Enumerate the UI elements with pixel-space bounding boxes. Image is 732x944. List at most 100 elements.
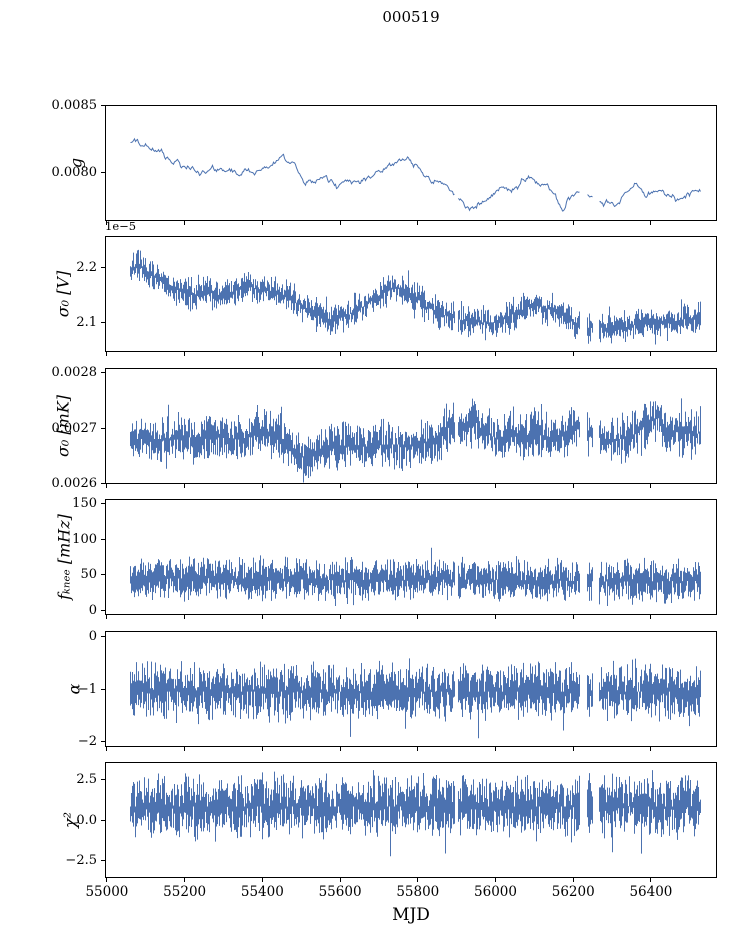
plot-canvas-g (106, 106, 716, 220)
x-tick (184, 747, 186, 751)
y-tick-label: 0.0026 (51, 475, 98, 491)
y-tick-label: 150 (72, 495, 97, 511)
y-tick (101, 610, 105, 612)
x-tick (261, 352, 263, 356)
x-tick-label: 55200 (163, 884, 207, 900)
y-tick (101, 372, 105, 374)
y-tick (101, 482, 105, 484)
x-tick-label: 56400 (629, 884, 673, 900)
y-tick (101, 779, 105, 781)
x-tick (106, 484, 108, 488)
y-tick (101, 104, 105, 106)
y-tick-label: 2.2 (76, 260, 97, 276)
x-tick (339, 615, 341, 619)
y-tick (101, 635, 105, 637)
x-tick (339, 484, 341, 488)
y-tick (101, 688, 105, 690)
x-tick (572, 484, 574, 488)
x-tick (495, 352, 496, 356)
x-tick (184, 615, 186, 619)
x-tick (417, 352, 419, 356)
y-tick-label: 100 (72, 531, 97, 547)
x-tick (106, 878, 108, 882)
x-tick (261, 878, 263, 882)
x-tick (417, 615, 419, 619)
y-tick-label: 50 (80, 567, 97, 583)
y-tick-label: 0.0028 (51, 365, 98, 381)
subplot-chi2 (105, 762, 717, 878)
x-tick (339, 878, 341, 882)
y-tick (101, 538, 105, 540)
x-tick (572, 747, 574, 751)
x-tick-label: 55800 (396, 884, 440, 900)
x-tick (650, 352, 652, 356)
x-tick (417, 484, 419, 488)
y-axis-label-fknee: fₖₙₑₑ [mHz] (54, 514, 74, 600)
x-tick (261, 615, 263, 619)
x-tick (339, 352, 341, 356)
x-tick-label: 56200 (551, 884, 595, 900)
y-tick-label: 0.0027 (51, 420, 98, 436)
x-tick (650, 221, 652, 225)
x-tick-label: 55000 (85, 884, 129, 900)
y-tick-label: 0.0080 (51, 164, 98, 180)
y-tick (101, 502, 105, 504)
x-tick (106, 747, 108, 751)
x-tick (417, 747, 419, 751)
x-tick (184, 484, 186, 488)
y-tick (101, 859, 105, 861)
y-axis-offset-label: 1e−5 (105, 219, 137, 233)
figure-title: 000519 (382, 8, 440, 26)
x-tick (495, 747, 496, 751)
x-tick (261, 484, 263, 488)
subplot-alpha (105, 631, 717, 747)
x-tick (495, 878, 496, 882)
subplot-sigma0-mk (105, 368, 717, 484)
y-tick (101, 819, 105, 821)
plot-canvas-sigma0-v (106, 237, 716, 351)
x-axis-label: MJD (392, 905, 430, 925)
y-tick (101, 574, 105, 576)
subplot-g (105, 105, 717, 221)
x-tick-label: 56000 (474, 884, 517, 900)
y-tick-label: −2 (77, 734, 97, 750)
y-axis-label-sigma0-v: σ₀ [V] (53, 270, 73, 318)
x-tick (650, 615, 652, 619)
y-tick-label: −1 (77, 681, 97, 697)
y-tick (101, 171, 105, 173)
x-tick (572, 352, 574, 356)
x-tick (650, 878, 652, 882)
y-tick-label: 0.0 (76, 812, 97, 828)
x-tick (106, 615, 108, 619)
x-tick (495, 615, 496, 619)
x-tick (261, 221, 263, 225)
plot-canvas-fknee (106, 500, 716, 614)
y-tick-label: 2.5 (76, 772, 97, 788)
y-tick-label: −2.5 (65, 852, 97, 868)
y-tick (101, 267, 105, 269)
x-tick (184, 221, 186, 225)
plot-canvas-chi2 (106, 763, 716, 877)
x-tick (495, 221, 496, 225)
y-tick-label: 2.1 (76, 315, 97, 331)
x-tick (417, 878, 419, 882)
x-tick (339, 221, 341, 225)
x-tick (650, 484, 652, 488)
x-tick (572, 221, 574, 225)
subplot-fknee (105, 499, 717, 615)
x-tick (106, 221, 108, 225)
y-tick-label: 0 (88, 603, 97, 619)
y-tick (101, 741, 105, 743)
plot-canvas-alpha (106, 632, 716, 746)
x-tick (184, 878, 186, 882)
x-tick (184, 352, 186, 356)
y-tick-label: 0.0085 (51, 97, 98, 113)
subplot-sigma0-v (105, 236, 717, 352)
x-tick (417, 221, 419, 225)
x-tick (339, 747, 341, 751)
y-tick-label: 0 (88, 628, 97, 644)
x-tick-label: 55400 (240, 884, 284, 900)
x-tick (650, 747, 652, 751)
plot-canvas-sigma0-mk (106, 369, 716, 483)
